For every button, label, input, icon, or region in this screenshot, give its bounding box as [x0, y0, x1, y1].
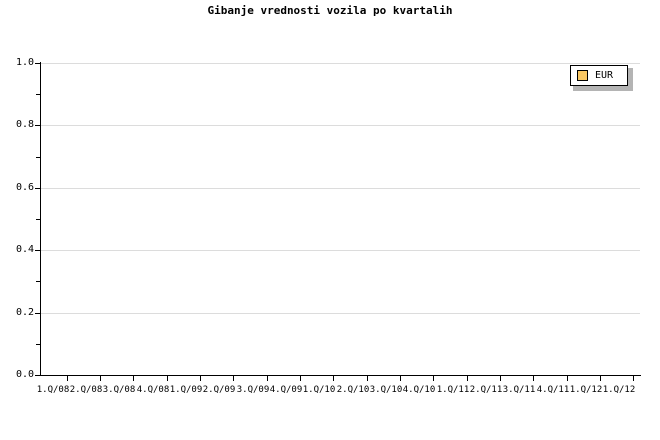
x-tick [333, 376, 334, 381]
x-tick [367, 376, 368, 381]
gridline [40, 312, 640, 314]
y-axis-line [40, 62, 41, 376]
y-tick-major [35, 375, 40, 376]
x-tick [100, 376, 101, 381]
x-tick [500, 376, 501, 381]
x-tick [167, 376, 168, 381]
y-axis-labels: 0.0 0.2 0.4 0.6 0.8 1.0 [0, 0, 34, 440]
y-tick-label: 0.8 [15, 119, 34, 131]
gridline [40, 250, 640, 252]
x-tick-label: 1.Q/11 [436, 385, 470, 395]
y-tick-label: 0.4 [15, 244, 34, 256]
x-tick [300, 376, 301, 381]
gridline [40, 63, 640, 64]
x-tick-label: 3.Q/08 [102, 385, 136, 395]
x-tick [433, 376, 434, 381]
x-tick-label: 3.Q/10 [369, 385, 403, 395]
y-tick-major [35, 187, 40, 189]
y-tick-label: 0.2 [15, 306, 34, 318]
y-tick-minor [36, 343, 40, 345]
x-tick-label: 1.Q/10 [302, 385, 336, 395]
legend-label-eur: EUR [595, 70, 614, 81]
x-tick-label: 4.Q/11 [536, 385, 570, 395]
y-tick-label: 0.6 [15, 181, 34, 193]
x-tick-label: 1.Q/09 [169, 385, 203, 395]
gridline [40, 125, 640, 127]
chart-title: Gibanje vrednosti vozila po kvartalih [207, 4, 453, 17]
x-tick-label: 1.Q/12 [602, 385, 636, 395]
x-tick [67, 376, 68, 381]
x-tick [567, 376, 568, 381]
y-tick-major [35, 63, 40, 64]
x-tick-label: 1.Q/12 [569, 385, 603, 395]
x-tick-label: 4.Q/08 [136, 385, 170, 395]
legend-swatch-eur [577, 70, 588, 81]
x-tick [133, 376, 134, 381]
y-tick-major [35, 125, 40, 127]
x-axis-line [40, 375, 641, 376]
x-tick [533, 376, 534, 381]
x-tick-label: 3.Q/09 [236, 385, 270, 395]
y-tick-major [35, 250, 40, 252]
gridline [40, 187, 640, 189]
x-tick-label: 3.Q/11 [502, 385, 536, 395]
x-tick-label: 2.Q/09 [202, 385, 236, 395]
y-tick-minor [36, 219, 40, 220]
y-tick-label: 1.0 [15, 57, 34, 68]
y-tick-major [35, 312, 40, 314]
x-tick-label: 1.Q/08 [36, 385, 70, 395]
x-tick [633, 376, 634, 381]
y-tick-minor [36, 94, 40, 96]
x-tick [233, 376, 234, 381]
y-tick-minor [36, 281, 40, 283]
x-tick-label: 4.Q/09 [269, 385, 303, 395]
x-tick [267, 376, 268, 381]
y-tick-minor [36, 156, 40, 158]
x-tick [200, 376, 201, 381]
x-tick [600, 376, 601, 381]
x-tick-label: 2.Q/11 [469, 385, 503, 395]
y-tick-label: 0.0 [15, 369, 34, 380]
x-tick [400, 376, 401, 381]
x-tick-label: 2.Q/10 [336, 385, 370, 395]
series-eur [40, 63, 640, 375]
chart-legend[interactable]: EUR [570, 65, 628, 86]
x-tick-label: 4.Q/10 [402, 385, 436, 395]
x-tick-label: 2.Q/08 [69, 385, 103, 395]
x-tick [467, 376, 468, 381]
plot-area [40, 63, 640, 376]
